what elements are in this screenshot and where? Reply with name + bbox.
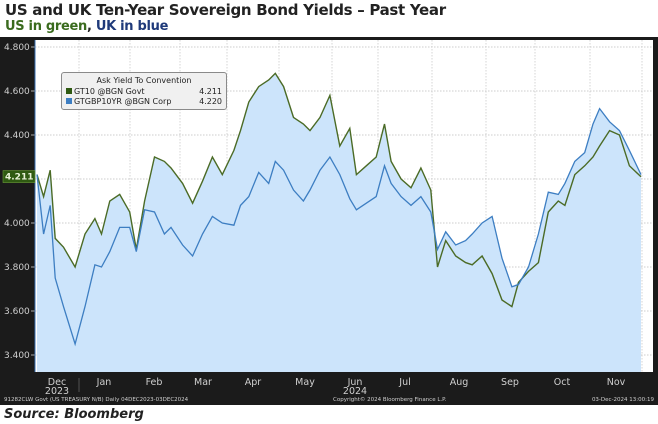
x-tick-label: Aug xyxy=(450,377,469,388)
legend-swatch-uk xyxy=(66,98,72,104)
series-line-uk xyxy=(36,107,642,347)
series-line-us xyxy=(36,72,642,308)
x-year-label: 2023 xyxy=(45,386,69,397)
y-tick-label: 4.800 xyxy=(4,43,30,53)
footer-security-info: 91282CLW Govt (US TREASURY N/B) Daily 04… xyxy=(4,397,189,403)
x-tick-label: Jan xyxy=(96,377,112,388)
legend-label-uk: GTGBP10YR @BGN Corp xyxy=(74,97,172,106)
legend-value-uk: 4.220 xyxy=(199,97,222,106)
last-value-badge: 4.211 xyxy=(2,170,36,183)
footer-copyright: Copyright© 2024 Bloomberg Finance L.P. xyxy=(333,396,447,403)
area-fill xyxy=(37,73,641,373)
chart-title: US and UK Ten-Year Sovereign Bond Yields… xyxy=(5,1,446,19)
legend: Ask Yield To Convention GT10 @BGN Govt 4… xyxy=(61,72,227,110)
x-tick-label: Feb xyxy=(146,377,163,388)
x-tick-label: Jun xyxy=(347,377,363,388)
x-tick-label: Oct xyxy=(554,377,571,388)
y-tick-label: 4.600 xyxy=(4,87,30,97)
y-tick-label: 3.600 xyxy=(4,307,30,317)
x-tick-label: Apr xyxy=(245,377,262,388)
x-tick-label: Dec xyxy=(48,377,66,388)
y-tick-label: 4.000 xyxy=(4,219,30,229)
x-tick-label: Nov xyxy=(607,377,626,388)
legend-item-uk: GTGBP10YR @BGN Corp 4.220 xyxy=(66,97,222,107)
subtitle-uk: UK in blue xyxy=(95,19,169,34)
x-axis-ticks: Dec Jan Feb Mar Apr May Jun Jul Aug Sep Oct Nov 2023… xyxy=(45,377,626,397)
legend-title: Ask Yield To Convention xyxy=(96,76,192,85)
x-tick-label: Jul xyxy=(398,377,410,388)
y-tick-label: 4.400 xyxy=(4,131,30,141)
y-tick-label: 3.800 xyxy=(4,263,30,273)
footer-timestamp: 03-Dec-2024 13:00:19 xyxy=(592,397,655,403)
subtitle-separator: , xyxy=(87,19,96,34)
legend-item-us: GT10 @BGN Govt 4.211 xyxy=(66,87,222,97)
subtitle-us: US in green xyxy=(5,19,87,34)
y-tick-label: 3.400 xyxy=(4,351,30,361)
chart-subtitle: US in green, UK in blue xyxy=(5,19,168,34)
x-tick-label: Mar xyxy=(194,377,212,388)
legend-value-us: 4.211 xyxy=(199,87,222,96)
last-value-badge-bg xyxy=(2,170,36,183)
last-value-label: 4.211 xyxy=(5,173,33,183)
x-year-label: 2024 xyxy=(343,386,367,397)
source-note: Source: Bloomberg xyxy=(4,407,144,422)
x-tick-label: May xyxy=(295,377,315,388)
legend-label-us: GT10 @BGN Govt xyxy=(74,87,145,96)
x-tick-label: Sep xyxy=(501,377,519,388)
legend-swatch-us xyxy=(66,88,72,94)
